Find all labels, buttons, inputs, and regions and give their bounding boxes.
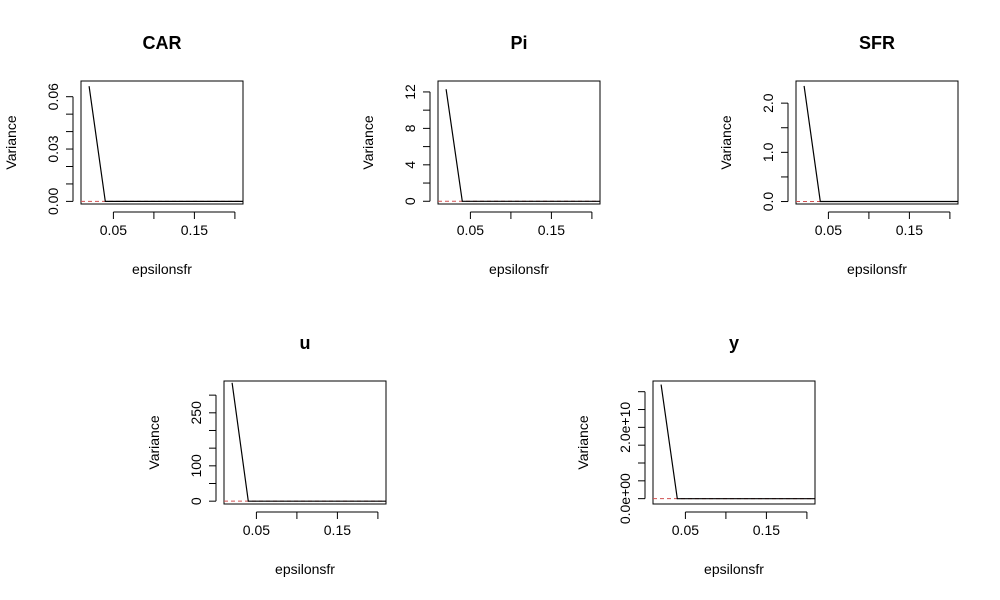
y-tick-label: 0 (188, 497, 204, 505)
y-axis-label: Variance (718, 115, 734, 169)
x-axis: 0.05 0.15 (100, 211, 236, 238)
x-tick-label: 0.05 (815, 222, 842, 238)
y-axis-label: Variance (360, 115, 376, 169)
y-tick-label: 0.03 (45, 135, 61, 162)
x-tick-label: 0.15 (753, 522, 780, 538)
y-tick-label: 100 (188, 454, 204, 478)
chart-title: y (729, 333, 739, 353)
y-tick-label: 8 (402, 124, 418, 132)
x-axis: 0.05 0.15 (243, 511, 379, 538)
y-axis: 0.0e+00 2.0e+10 (617, 391, 646, 524)
x-tick-label: 0.05 (243, 522, 270, 538)
chart-title: SFR (859, 33, 895, 53)
chart-title: Pi (510, 33, 527, 53)
y-tick-label: 0.06 (45, 83, 61, 110)
y-axis: 0 4 8 12 (402, 84, 431, 205)
chart-title: u (300, 333, 311, 353)
y-tick-label: 12 (402, 84, 418, 100)
x-tick-label: 0.15 (324, 522, 351, 538)
panel-pi: Pi epsilonsfr Variance 0.05 0.15 0 4 8 12 (360, 33, 601, 277)
panel-y: y epsilonsfr Variance 0.05 0.15 0.0e+00 2.0e+1… (575, 333, 816, 577)
x-tick-label: 0.05 (672, 522, 699, 538)
y-tick-label: 2.0 (760, 93, 776, 113)
x-tick-label: 0.15 (896, 222, 923, 238)
x-axis: 0.05 0.15 (457, 211, 593, 238)
y-tick-label: 4 (402, 161, 418, 169)
y-axis: 0.0 1.0 2.0 (760, 93, 789, 212)
y-tick-label: 1.0 (760, 142, 776, 162)
series-line (231, 382, 386, 502)
x-tick-label: 0.15 (538, 222, 565, 238)
plot-frame (437, 80, 601, 205)
x-axis-label: epsilonsfr (489, 261, 549, 277)
x-tick-label: 0.15 (181, 222, 208, 238)
x-axis-label: epsilonsfr (132, 261, 192, 277)
x-axis-label: epsilonsfr (704, 561, 764, 577)
series-line (803, 85, 958, 203)
y-axis-label: Variance (575, 415, 591, 469)
x-axis: 0.05 0.15 (815, 211, 951, 238)
x-tick-label: 0.05 (100, 222, 127, 238)
x-tick-label: 0.05 (457, 222, 484, 238)
plot-frame (223, 380, 387, 505)
y-axis: 0 100 250 (188, 394, 217, 505)
series-line (445, 89, 600, 202)
panel-u: u epsilonsfr Variance 0.05 0.15 0 100 250 (146, 333, 387, 577)
y-tick-label: 250 (188, 401, 204, 425)
y-tick-label: 0.0 (760, 192, 776, 212)
series-line (88, 86, 243, 202)
x-axis: 0.05 0.15 (672, 511, 808, 538)
y-tick-label: 2.0e+10 (617, 402, 633, 453)
panel-sfr: SFR epsilonsfr Variance 0.05 0.15 0.0 1.0 2.0 (718, 33, 959, 277)
plot-frame (80, 80, 244, 205)
y-tick-label: 0.0e+00 (617, 473, 633, 524)
y-axis-label: Variance (146, 415, 162, 469)
series-line (660, 384, 815, 500)
chart-title: CAR (143, 33, 182, 53)
y-tick-label: 0 (402, 197, 418, 205)
y-axis-label: Variance (3, 115, 19, 169)
y-axis: 0.00 0.03 0.06 (45, 83, 74, 215)
y-tick-label: 0.00 (45, 188, 61, 215)
plot-frame (795, 80, 959, 205)
x-axis-label: epsilonsfr (847, 261, 907, 277)
x-axis-label: epsilonsfr (275, 561, 335, 577)
plot-frame (652, 380, 816, 505)
